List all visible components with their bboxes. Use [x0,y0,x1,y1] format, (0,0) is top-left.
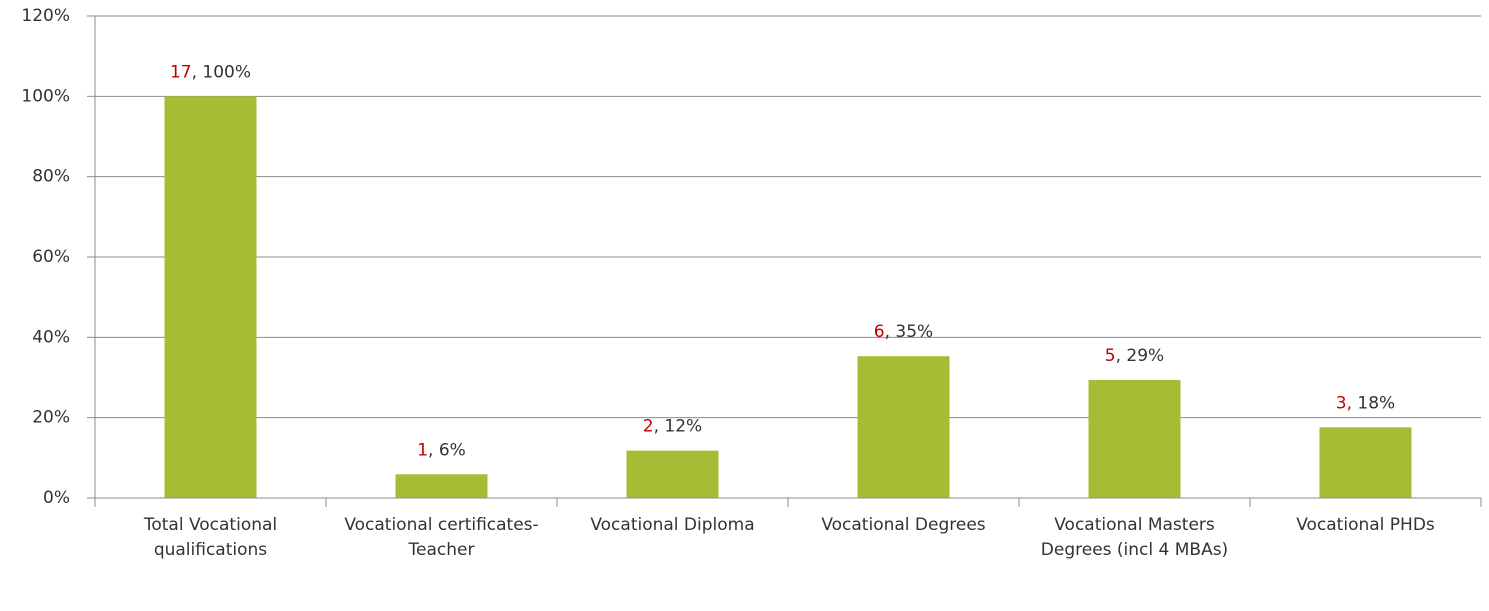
x-tick-label: Vocational Diploma [590,515,755,535]
bar [1088,379,1181,498]
data-label-percent: , 29% [1116,346,1165,366]
x-tick-label: Vocational PHDs [1296,515,1435,535]
data-label-percent: , 100% [192,62,251,82]
data-label: 3, 18% [1336,393,1395,413]
data-label: 5, 29% [1105,346,1164,366]
data-label-count: 17 [170,62,192,82]
data-label-count: 3, [1336,393,1352,413]
data-label-count: 6 [874,322,885,342]
bar [857,356,950,498]
bar [164,96,257,498]
bar [395,474,488,498]
data-label-percent: 18% [1352,393,1395,413]
y-tick-label: 0% [43,488,70,508]
data-label-count: 5 [1105,346,1116,366]
x-tick-label: Vocational certificates-Teacher [344,515,539,560]
data-label-percent: , 12% [654,417,703,437]
y-tick-label: 60% [32,247,70,267]
data-label-count: 2 [643,417,654,437]
data-label-percent: , 35% [885,322,934,342]
x-tick-label: Total Vocational qualifications [143,515,278,560]
x-tick-label: Vocational Degrees [821,515,986,535]
y-tick-label: 100% [21,86,70,106]
y-tick-label: 120% [21,6,70,26]
data-label-count: 1 [417,440,428,460]
data-label: 1, 6% [417,440,466,460]
x-tick-label: Vocational Masters Degrees (incl 4 MBAs) [1040,515,1229,560]
y-tick-label: 80% [32,167,70,187]
y-tick-label: 20% [32,408,70,428]
bar [1319,427,1412,498]
data-label: 17, 100% [170,62,251,82]
bar [626,450,719,498]
data-label: 6, 35% [874,322,933,342]
data-label: 2, 12% [643,417,702,437]
data-label-percent: , 6% [428,440,466,460]
y-tick-label: 40% [32,327,70,347]
